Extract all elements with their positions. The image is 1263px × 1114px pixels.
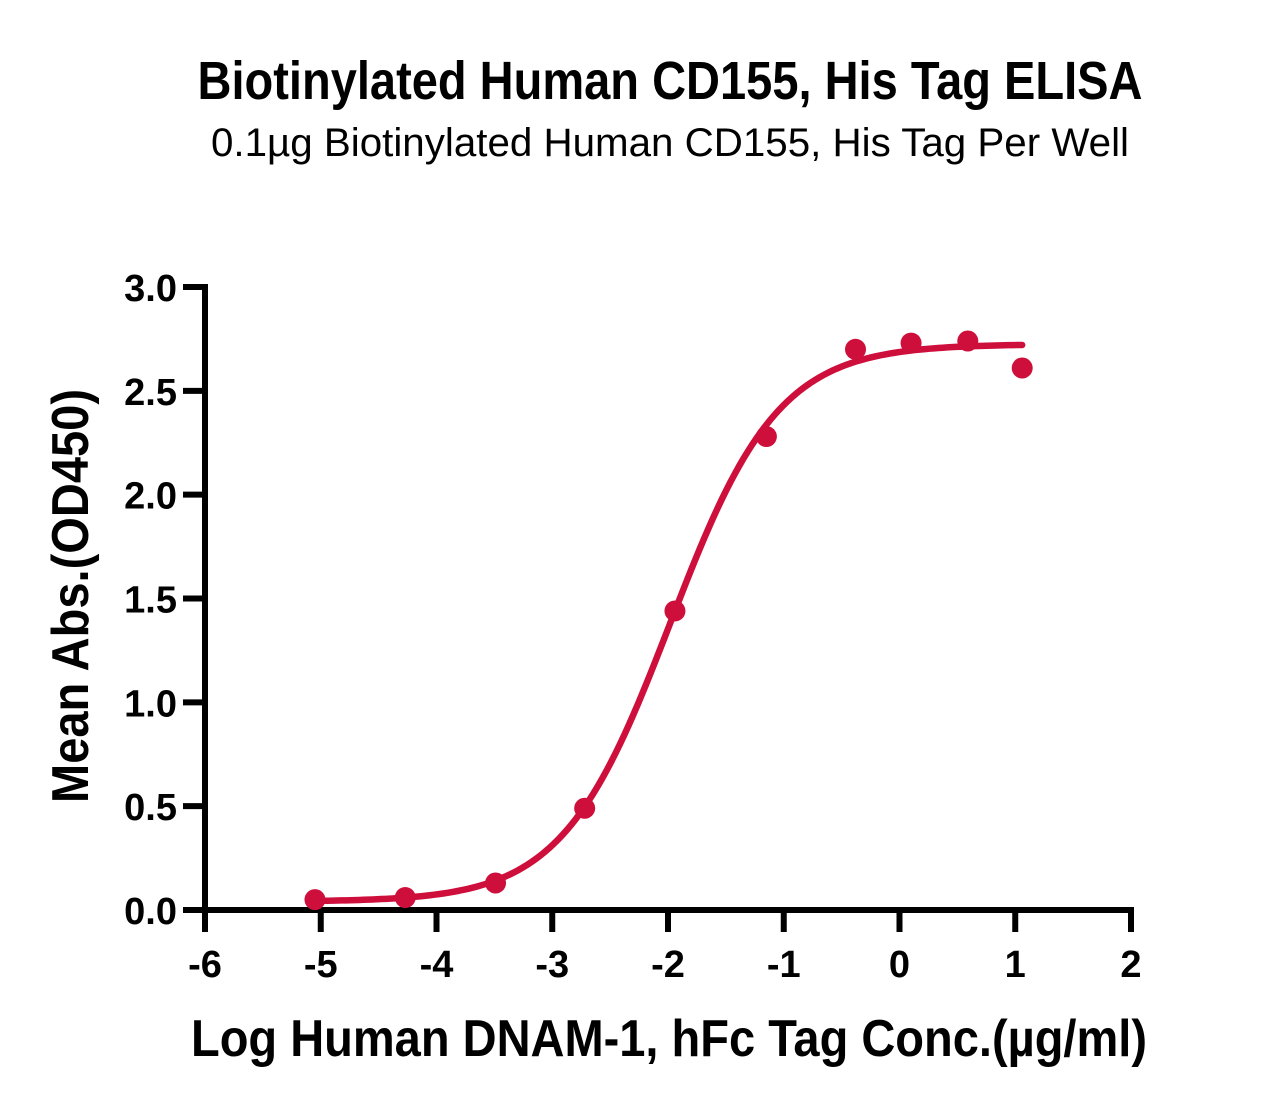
y-tick-label: 1.5 [124, 580, 177, 622]
data-point-marker [574, 797, 596, 819]
y-tick-label: 0.5 [124, 787, 177, 829]
data-points [304, 330, 1033, 911]
x-tick-label: -1 [767, 944, 801, 986]
data-point-marker [957, 330, 979, 352]
x-tick-label: -6 [188, 944, 222, 986]
data-point-marker [1011, 357, 1033, 379]
x-tick-label: -3 [535, 944, 569, 986]
axis-ticks [183, 284, 1134, 932]
data-point-marker [304, 889, 326, 911]
x-tick-label: 1 [1005, 944, 1026, 986]
y-tick-label: 1.0 [124, 683, 177, 725]
data-point-marker [755, 426, 777, 448]
x-tick-label: 2 [1120, 944, 1141, 986]
axes [202, 284, 1134, 913]
axis-lines [202, 284, 1134, 913]
x-axis-title: Log Human DNAM-1, hFc Tag Conc.(µg/ml) [191, 1010, 1147, 1068]
fit-curve [311, 341, 1026, 905]
y-tick-label: 2.0 [124, 476, 177, 518]
data-point-marker [664, 600, 686, 622]
data-point-marker [394, 887, 416, 909]
y-tick-label: 2.5 [124, 372, 177, 414]
x-tick-label: 0 [889, 944, 910, 986]
y-tick-label: 0.0 [124, 891, 177, 933]
y-axis-title: Mean Abs.(OD450) [42, 389, 100, 803]
data-point-marker [485, 872, 507, 894]
fit-curve-path [311, 341, 1026, 905]
chart-title: Biotinylated Human CD155, His Tag ELISA [198, 51, 1143, 111]
x-tick-label: -5 [304, 944, 338, 986]
y-tick-label: 3.0 [124, 268, 177, 310]
chart-subtitle: 0.1µg Biotinylated Human CD155, His Tag … [211, 121, 1129, 165]
x-tick-label: -2 [651, 944, 685, 986]
data-point-marker [900, 332, 922, 354]
data-point-marker [845, 338, 867, 360]
axis-tick-labels: -6 -5 -4 -3 -2 -1 0 1 2 0.0 0.5 1.0 1.5 2.0 2.5 3.0 [124, 268, 1141, 986]
x-tick-label: -4 [420, 944, 454, 986]
